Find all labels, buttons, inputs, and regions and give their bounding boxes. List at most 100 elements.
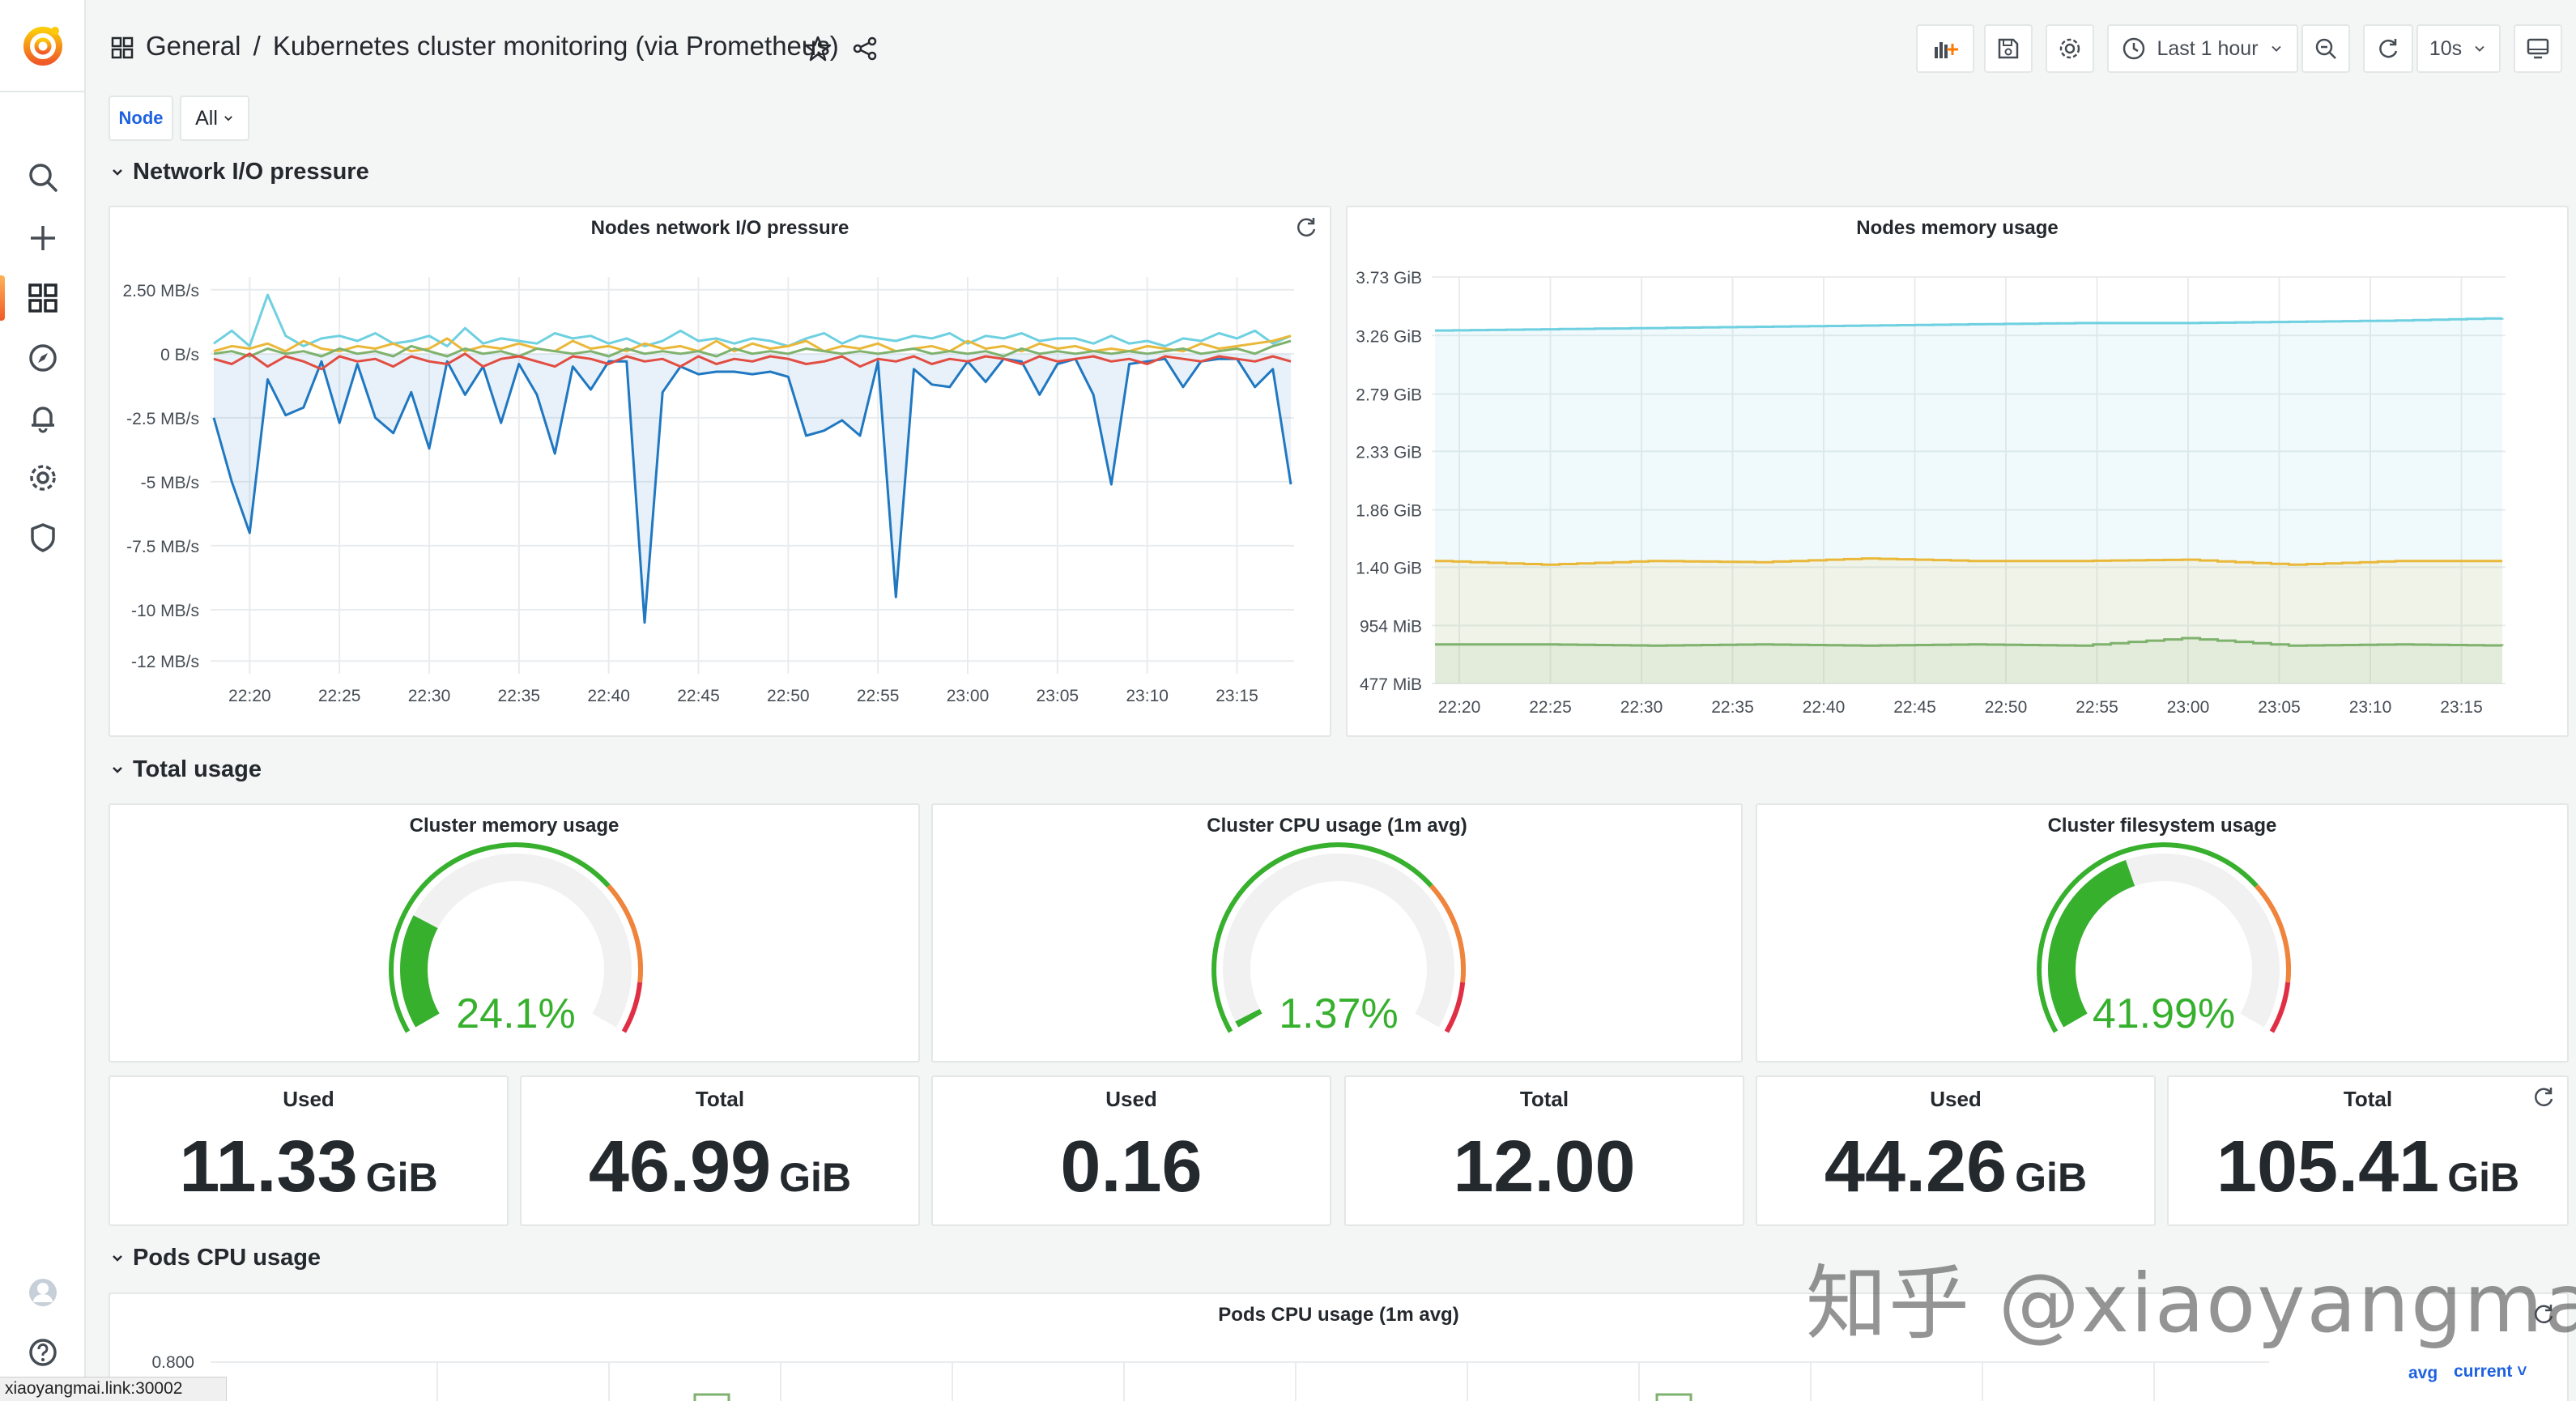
row-network-io-pressure[interactable]: Network I/O pressure [110,159,369,185]
search-icon[interactable] [23,158,62,197]
legend-avg-header[interactable]: avg [2408,1364,2438,1382]
save-dashboard-button[interactable] [1984,24,2033,73]
panel-cluster-memory-gauge[interactable]: Cluster memory usage 24.1% [109,803,920,1062]
stat-title: Used [283,1087,334,1111]
stat-number: 11.33 [179,1126,358,1207]
panel-nodes-memory-usage[interactable]: Nodes memory usage 3.73 GiB 3.26 GiB 2.79 … [1346,206,2569,737]
stat-number: 12.00 [1453,1126,1636,1207]
threshold-orange [2255,884,2291,983]
x-tick-label: 22:35 [498,687,541,705]
breadcrumb-separator: / [253,31,261,61]
x-tick-label: 22:40 [1803,698,1846,717]
variable-label-node: Node [109,96,173,141]
clock-icon [2123,37,2145,60]
chevron-down-icon [113,168,122,176]
series-line [212,357,1292,624]
alerting-bell-icon[interactable] [23,398,62,437]
memory-usage-chart: 3.73 GiB 3.26 GiB 2.79 GiB 2.33 GiB 1.86 GiB… [1356,269,2506,717]
dashboard-grid-icon [110,36,134,60]
panel-filesystem-used[interactable]: Used 44.26 GiB [1756,1075,2156,1226]
panel-title: Pods CPU usage (1m avg) [1218,1304,1459,1326]
x-tick-label: 23:05 [1037,687,1079,705]
refresh-icon[interactable] [2531,1085,2556,1109]
y-tick-label: 0 B/s [160,346,199,364]
refresh-icon[interactable] [1294,215,1318,240]
threshold-green [1211,842,1433,1033]
dashboard-settings-button[interactable] [2046,24,2094,73]
x-tick-label: 23:00 [2167,698,2210,717]
stat-value: 105.41 GiB [2169,1126,2567,1209]
panel-filesystem-total[interactable]: Total 105.41 GiB [2167,1075,2569,1226]
server-admin-shield-icon[interactable] [23,518,62,557]
dashboard-title[interactable]: Kubernetes cluster monitoring (via Prome… [272,31,839,61]
panel-pods-cpu-usage[interactable]: Pods CPU usage (1m avg) 0.800 avg curren… [109,1292,2569,1401]
gauge-track [1223,854,1454,1028]
legend-current-header[interactable]: current ˅ [2454,1362,2527,1381]
x-tick-label: 23:15 [1216,687,1258,705]
stat-number: 46.99 [588,1126,772,1207]
gauge-value-text: 24.1% [456,990,575,1037]
breadcrumb-folder[interactable]: General [146,31,241,61]
user-avatar-icon[interactable] [23,1273,62,1312]
grafana-logo-icon[interactable] [19,21,66,68]
gauge-value-text: 41.99% [2093,990,2235,1037]
series-line [213,339,1292,358]
x-tick-label: 22:50 [767,687,810,705]
x-tick-label: 22:55 [2076,698,2118,717]
plus-icon[interactable] [23,219,62,258]
tv-mode-button[interactable] [2514,24,2562,73]
x-tick-label: 22:50 [1985,698,2028,717]
explore-compass-icon[interactable] [23,339,62,377]
series-line [213,334,1292,353]
x-tick-label: 22:40 [587,687,630,705]
panel-title: Cluster memory usage [409,815,620,837]
x-tick-label: 22:25 [1529,698,1572,717]
configuration-gear-icon[interactable] [23,458,62,497]
watermark: 知乎 @xiaoyangmai [1806,1256,2576,1351]
refresh-icon[interactable] [2531,1302,2556,1326]
refresh-button[interactable] [2363,24,2413,73]
panel-nodes-network-io[interactable]: Nodes network I/O pressure 2.50 MB/s 0 B/… [109,206,1331,737]
y-tick-label: 477 MiB [1360,675,1422,694]
zoom-out-button[interactable] [2301,24,2350,73]
refresh-interval-label: 10s [2429,36,2463,60]
monitor-icon [2527,38,2549,59]
x-tick-label: 22:45 [1893,698,1936,717]
panel-memory-total[interactable]: Total 46.99 GiB [520,1075,920,1226]
panel-title: Nodes network I/O pressure [590,217,849,239]
breadcrumb: General / Kubernetes cluster monitoring … [146,31,839,62]
chevron-down-icon [113,1254,122,1262]
stat-value: 12.00 [1346,1126,1743,1209]
star-icon[interactable] [803,34,832,63]
threshold-orange [1429,884,1466,983]
y-tick-label: 2.79 GiB [1356,386,1422,405]
panel-cpu-used[interactable]: Used 0.16 [931,1075,1331,1226]
x-tick-label: 22:35 [1711,698,1754,717]
row-total-usage[interactable]: Total usage [110,756,262,783]
panel-cluster-filesystem-gauge[interactable]: Cluster filesystem usage 41.99% [1756,803,2569,1062]
browser-status-url: xiaoyangmai.link:30002 [0,1377,227,1401]
add-panel-icon [1935,42,1958,58]
panel-memory-used[interactable]: Used 11.33 GiB [109,1075,509,1226]
chevron-down-icon [224,116,232,121]
refresh-icon [2379,39,2398,58]
series-line [1435,637,2504,647]
y-tick-label: 1.86 GiB [1356,502,1422,521]
time-range-picker[interactable]: Last 1 hour [2107,24,2298,73]
panel-title: Cluster filesystem usage [2047,815,2277,837]
share-icon[interactable] [850,34,879,63]
dashboards-icon[interactable] [23,279,62,317]
series-area [214,353,1291,623]
refresh-interval-picker[interactable]: 10s [2416,24,2501,73]
panel-cpu-total[interactable]: Total 12.00 [1344,1075,1744,1226]
variable-node-select[interactable]: All [180,96,249,141]
add-panel-button[interactable] [1916,24,1974,73]
row-pods-cpu-usage[interactable]: Pods CPU usage [110,1245,321,1271]
series-marker [1655,1393,1692,1401]
legend-current-label: current [2454,1362,2513,1381]
cpu-gauge: 1.37% [1211,842,1466,1037]
pods-cpu-chart: 0.800 [151,1353,2269,1401]
help-icon[interactable] [23,1333,62,1372]
panel-cluster-cpu-gauge[interactable]: Cluster CPU usage (1m avg) 1.37% [931,803,1743,1062]
gauge-value-arc [400,915,440,1028]
